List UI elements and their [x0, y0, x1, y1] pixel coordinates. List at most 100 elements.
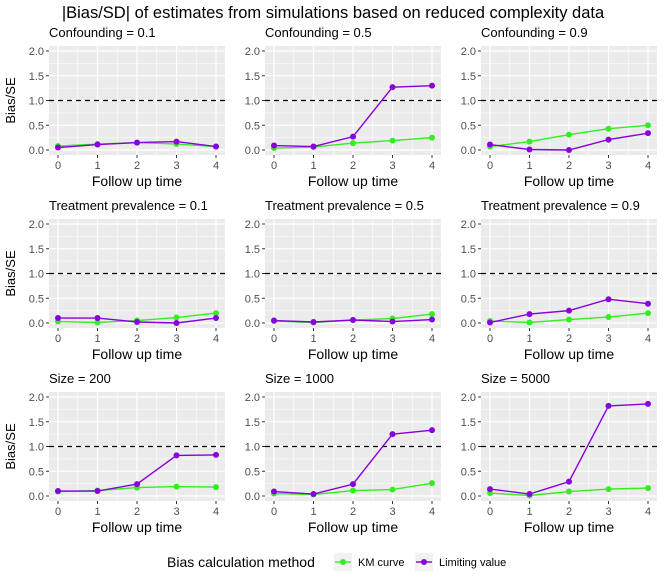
y-axis-label: Bias/SE: [3, 250, 18, 297]
facet-title: Treatment prevalence = 0.9: [481, 198, 640, 213]
x-tick-label: 2: [566, 333, 572, 345]
x-axis-label: Follow up time: [308, 519, 398, 535]
x-tick-label: 4: [213, 333, 219, 345]
x-axis-label: Follow up time: [92, 346, 182, 362]
data-point-limiting-value: [389, 84, 396, 91]
facet-title: Confounding = 0.1: [49, 25, 156, 40]
facet-title: Treatment prevalence = 0.1: [49, 198, 208, 213]
x-tick-label: 3: [389, 333, 395, 345]
data-point-km-curve: [213, 310, 219, 317]
y-tick-label: 0.5: [29, 120, 44, 132]
x-axis-label: Follow up time: [92, 519, 182, 535]
y-tick-label: 1.5: [461, 71, 476, 83]
data-point-km-curve: [566, 316, 572, 323]
x-tick-label: 2: [350, 506, 356, 518]
y-tick-label: 1.5: [245, 71, 260, 83]
facet-panel: Size = 200 0.0 0.5 1.0 1.5 2.0 0 1 2 3 4 Follow up …: [3, 371, 225, 535]
y-tick-label: 0.5: [29, 466, 44, 478]
y-tick-label: 2.0: [245, 219, 260, 231]
data-point-limiting-value: [350, 317, 356, 324]
data-point-km-curve: [213, 484, 219, 491]
y-tick-label: 1.5: [29, 71, 44, 83]
facet-panel: Confounding = 0.5 0.0 0.5 1.0 1.5 2.0 0 1 2 3 4 Fol…: [245, 25, 441, 189]
y-tick-label: 1.0: [29, 269, 44, 281]
facet-panel: Confounding = 0.1 0.0 0.5 1.0 1.5 2.0 0 1 2 3 4 Fol…: [3, 25, 225, 189]
data-point-limiting-value: [94, 315, 101, 322]
x-tick-label: 2: [134, 160, 140, 172]
facet-panel: Size = 5000 0.0 0.5 1.0 1.5 2.0 0 1 2 3 4 Follow up…: [461, 371, 657, 535]
data-point-limiting-value: [487, 319, 493, 326]
y-tick-label: 1.5: [461, 417, 476, 429]
data-point-limiting-value: [429, 316, 435, 323]
x-tick-label: 2: [566, 160, 572, 172]
y-tick-label: 0.0: [29, 491, 44, 503]
data-point-limiting-value: [566, 147, 572, 153]
data-point-km-curve: [429, 134, 435, 141]
data-point-limiting-value: [526, 491, 533, 498]
data-point-limiting-value: [271, 142, 277, 149]
x-tick-label: 1: [310, 506, 316, 518]
y-tick-label: 0.5: [245, 120, 260, 132]
data-point-km-curve: [605, 125, 612, 132]
y-tick-label: 0.0: [461, 318, 476, 330]
y-tick-label: 2.0: [245, 46, 260, 58]
x-tick-label: 2: [350, 160, 356, 172]
data-point-limiting-value: [173, 452, 180, 459]
data-point-limiting-value: [645, 300, 651, 307]
facet-title: Size = 1000: [265, 371, 334, 386]
data-point-limiting-value: [389, 431, 396, 438]
data-point-limiting-value: [605, 296, 612, 303]
y-tick-label: 0.0: [461, 145, 476, 157]
x-tick-label: 3: [389, 506, 395, 518]
data-point-limiting-value: [605, 136, 612, 143]
y-tick-label: 0.5: [461, 120, 476, 132]
data-point-limiting-value: [213, 143, 219, 150]
y-tick-label: 0.5: [29, 293, 44, 305]
y-tick-label: 2.0: [461, 392, 476, 404]
y-tick-label: 1.5: [245, 244, 260, 256]
data-point-km-curve: [566, 488, 572, 495]
x-tick-label: 0: [55, 333, 61, 345]
data-point-km-curve: [173, 483, 180, 490]
y-tick-label: 0.0: [245, 491, 260, 503]
y-tick-label: 1.5: [29, 417, 44, 429]
y-tick-label: 1.0: [461, 269, 476, 281]
x-tick-label: 1: [94, 506, 100, 518]
x-axis-label: Follow up time: [524, 519, 614, 535]
x-tick-label: 0: [271, 506, 277, 518]
data-point-limiting-value: [605, 402, 612, 409]
data-point-limiting-value: [645, 130, 651, 137]
y-axis-label: Bias/SE: [3, 77, 18, 124]
y-tick-label: 0.0: [245, 145, 260, 157]
x-tick-label: 2: [134, 506, 140, 518]
facet-panel: Treatment prevalence = 0.5 0.0 0.5 1.0 1.5 2.…: [245, 198, 441, 362]
y-tick-label: 0.5: [245, 293, 260, 305]
y-tick-label: 2.0: [461, 219, 476, 231]
data-point-limiting-value: [310, 143, 317, 150]
y-tick-label: 1.5: [461, 244, 476, 256]
legend: Bias calculation method KM curve Limiting …: [167, 553, 506, 571]
x-axis-label: Follow up time: [308, 173, 398, 189]
x-tick-label: 0: [487, 333, 493, 345]
x-tick-label: 1: [94, 160, 100, 172]
x-tick-label: 2: [350, 333, 356, 345]
data-point-limiting-value: [271, 488, 277, 495]
x-tick-label: 1: [526, 160, 532, 172]
y-tick-label: 1.0: [29, 96, 44, 108]
y-tick-label: 1.0: [461, 442, 476, 454]
legend-entry-label: KM curve: [358, 557, 404, 569]
x-tick-label: 4: [645, 160, 651, 172]
x-tick-label: 1: [310, 333, 316, 345]
x-tick-label: 1: [526, 333, 532, 345]
data-point-km-curve: [605, 486, 612, 493]
data-point-limiting-value: [94, 488, 101, 495]
chart-title: |Bias/SD| of estimates from simulations …: [62, 4, 605, 22]
x-tick-label: 0: [271, 160, 277, 172]
data-point-limiting-value: [55, 144, 61, 151]
y-tick-label: 0.0: [29, 145, 44, 157]
data-point-limiting-value: [566, 307, 572, 314]
data-point-limiting-value: [310, 319, 317, 326]
data-point-limiting-value: [350, 133, 356, 140]
